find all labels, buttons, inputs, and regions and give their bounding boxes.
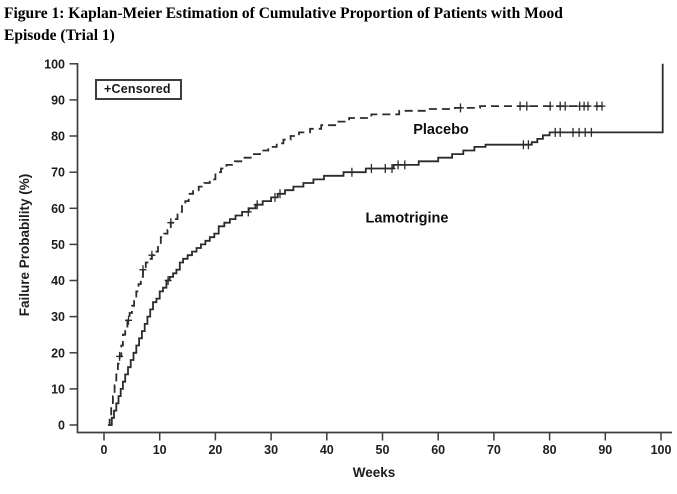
placebo-censor-mark — [148, 250, 156, 260]
y-tick-label: 70 — [51, 166, 65, 180]
x-tick-label: 80 — [543, 443, 557, 457]
placebo-curve — [107, 105, 603, 426]
x-tick-label: 20 — [208, 443, 222, 457]
axis-lines — [76, 63, 672, 434]
x-tick-label: 40 — [320, 443, 334, 457]
y-tick-label: 90 — [51, 93, 65, 107]
x-tick-label: 60 — [431, 443, 445, 457]
placebo-censor-mark — [523, 101, 531, 111]
placebo-censor-mark — [125, 315, 132, 325]
lamotrigine-censor-mark — [556, 127, 564, 137]
x-tick-label: 70 — [487, 443, 501, 457]
y-tick-label: 10 — [51, 382, 65, 396]
lamotrigine-censor-mark — [587, 127, 595, 137]
lamotrigine-censor-mark — [244, 207, 252, 217]
lamotrigine-curve — [109, 63, 664, 426]
lamotrigine-label: Lamotrigine — [366, 211, 449, 227]
lamotrigine-censor-mark — [276, 189, 284, 199]
placebo-censor-mark — [116, 351, 124, 361]
placebo-censor-mark — [598, 101, 606, 111]
lamotrigine-censor-mark — [367, 164, 375, 173]
placebo-censor-mark — [457, 103, 464, 113]
lamotrigine-censor-mark — [524, 140, 532, 150]
placebo-censor-mark — [561, 101, 569, 111]
figure-title: Figure 1: Kaplan-Meier Estimation of Cum… — [4, 3, 672, 47]
y-tick-label: 30 — [51, 310, 65, 324]
lamotrigine-censor-mark — [401, 160, 409, 170]
lamotrigine-censor-mark — [575, 127, 583, 137]
placebo-label: Placebo — [413, 122, 469, 138]
lamotrigine-censor-mark — [569, 127, 577, 137]
y-tick-label: 80 — [51, 130, 65, 144]
figure-title-line2: Episode (Trial 1) — [4, 27, 115, 44]
figure-title-line1: Figure 1: Kaplan-Meier Estimation of Cum… — [4, 5, 563, 22]
lamotrigine-censor-mark — [164, 276, 172, 285]
y-tick-label: 20 — [51, 346, 65, 360]
y-tick-label: 100 — [44, 57, 65, 71]
lamotrigine-censor-mark — [348, 167, 356, 177]
lamotrigine-censor-mark — [581, 127, 589, 137]
x-axis-title: Weeks — [353, 465, 396, 480]
censored-legend-label: +Censored — [104, 82, 171, 96]
lamotrigine-censor-mark — [253, 200, 261, 210]
x-tick-label: 30 — [264, 443, 278, 457]
lamotrigine-censor-mark — [381, 164, 389, 173]
x-tick-label: 90 — [598, 443, 612, 457]
placebo-censor-mark — [167, 218, 175, 228]
placebo-censor-mark — [584, 101, 592, 111]
lamotrigine-censor-mark — [271, 192, 279, 202]
placebo-censor-mark — [516, 101, 524, 111]
lamotrigine-censor-mark — [394, 160, 402, 170]
y-tick-label: 50 — [51, 238, 65, 252]
y-tick-label: 60 — [51, 202, 65, 216]
x-tick-label: 50 — [376, 443, 390, 457]
placebo-censor-mark — [546, 101, 554, 111]
censored-legend: +Censored — [95, 79, 182, 100]
y-axis-title: Failure Probability (%) — [17, 174, 32, 317]
x-tick-label: 0 — [101, 443, 108, 457]
lamotrigine-censor-mark — [388, 164, 396, 173]
x-tick-label: 100 — [651, 443, 672, 457]
x-tick-label: 10 — [153, 443, 167, 457]
y-tick-label: 0 — [58, 419, 65, 433]
placebo-censor-mark — [139, 265, 147, 275]
y-tick-label: 40 — [51, 274, 65, 288]
